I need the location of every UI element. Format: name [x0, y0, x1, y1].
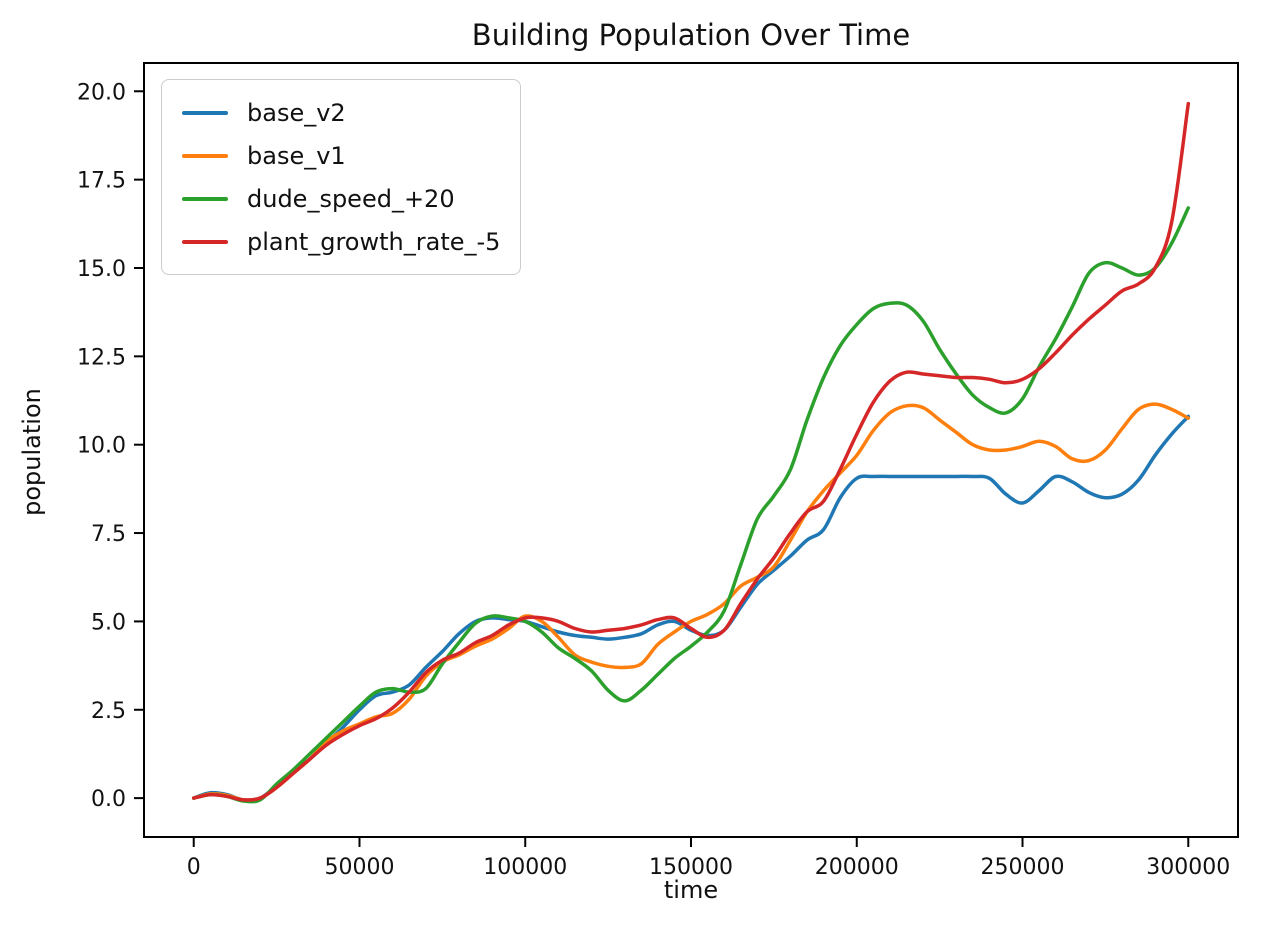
legend-item-plant-growth-rate-5: plant_growth_rate_-5 [182, 220, 500, 263]
legend-label-plant-growth-rate-5: plant_growth_rate_-5 [247, 227, 501, 256]
legend-item-base-v1: base_v1 [182, 134, 500, 177]
x-tick-label: 0 [187, 855, 201, 880]
legend-swatch-dude-speed-20-icon [182, 196, 228, 201]
y-tick-label: 10.0 [77, 434, 126, 459]
series-line-dude-speed-20 [191, 206, 1191, 804]
y-tick-label: 7.5 [91, 522, 126, 547]
y-tick-label: 20.0 [77, 80, 126, 105]
legend: base_v2 base_v1 dude_speed_+20 plant_growth… [161, 79, 522, 275]
x-tick-label: 200000 [815, 855, 899, 880]
y-tick-label: 12.5 [77, 345, 126, 370]
legend-swatch-base-v2-icon [182, 110, 228, 115]
x-tick-label: 300000 [1146, 855, 1230, 880]
legend-item-dude-speed-20: dude_speed_+20 [182, 177, 500, 220]
y-tick-label: 17.5 [77, 169, 126, 194]
legend-item-base-v2: base_v2 [182, 91, 500, 134]
x-tick-label: 150000 [649, 855, 733, 880]
legend-swatch-plant-growth-rate-5-icon [182, 239, 228, 244]
x-axis-label: time [663, 876, 719, 904]
x-tick-label: 50000 [324, 855, 394, 880]
series-line-plant-growth-rate-5 [191, 101, 1191, 802]
legend-label-dude-speed-20: dude_speed_+20 [247, 184, 455, 213]
y-tick-label: 2.5 [91, 699, 126, 724]
legend-swatch-base-v1-icon [182, 153, 228, 158]
series-line-base-v1 [191, 402, 1191, 802]
chart-title: Building Population Over Time [471, 18, 911, 52]
series-line-base-v2 [191, 414, 1191, 802]
x-tick-label: 250000 [981, 855, 1065, 880]
y-tick-label: 0.0 [91, 787, 126, 812]
x-tick-label: 100000 [483, 855, 567, 880]
legend-label-base-v2: base_v2 [247, 98, 346, 127]
y-tick-label: 15.0 [77, 257, 126, 282]
legend-label-base-v1: base_v1 [247, 141, 346, 170]
y-tick-label: 5.0 [91, 610, 126, 635]
